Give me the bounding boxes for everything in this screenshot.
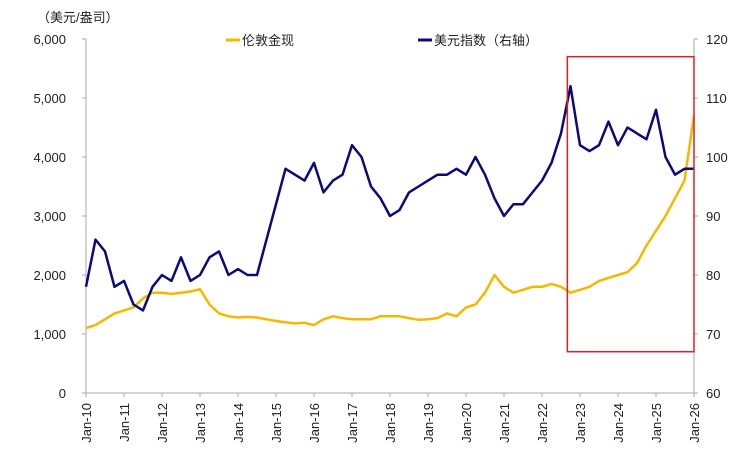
x-tick-label: Jan-14: [231, 403, 246, 443]
left-tick-label: 6,000: [33, 32, 66, 47]
legend-label-gold: 伦敦金现: [242, 33, 294, 48]
x-tick-label: Jan-21: [497, 403, 512, 443]
right-tick-label: 110: [706, 91, 727, 106]
x-tick-label: Jan-13: [193, 403, 208, 443]
x-tick-label: Jan-12: [155, 403, 170, 443]
right-tick-label: 100: [706, 150, 728, 165]
x-tick-label: Jan-17: [345, 403, 360, 443]
x-tick-label: Jan-10: [79, 403, 94, 443]
gold-line: [85, 115, 696, 330]
x-tick-label: Jan-15: [269, 403, 284, 443]
dxy-line: [84, 84, 694, 312]
right-tick-label: 90: [706, 209, 720, 224]
right-tick-label: 70: [706, 327, 720, 342]
x-tick-label: Jan-20: [459, 403, 474, 443]
x-tick-label: Jan-26: [687, 403, 702, 443]
x-tick-label: Jan-25: [649, 403, 664, 443]
x-tick-label: Jan-16: [307, 403, 322, 443]
left-tick-label: 0: [59, 386, 66, 401]
left-tick-label: 2,000: [33, 268, 66, 283]
x-tick-label: Jan-22: [535, 403, 550, 443]
left-tick-label: 5,000: [33, 91, 66, 106]
left-tick-label: 1,000: [33, 327, 66, 342]
legend-label-dxy: 美元指数（右轴）: [434, 33, 538, 48]
x-tick-label: Jan-23: [573, 403, 588, 443]
highlight-box: [566, 55, 695, 353]
x-tick-label: Jan-19: [421, 403, 436, 443]
right-tick-label: 80: [706, 268, 720, 283]
x-tick-label: Jan-11: [117, 403, 132, 442]
right-tick-label: 60: [706, 386, 720, 401]
x-tick-label: Jan-18: [383, 403, 398, 443]
legend: 伦敦金现 美元指数（右轴）: [226, 33, 538, 48]
left-tick-label: 4,000: [33, 150, 66, 165]
right-tick-label: 120: [706, 32, 728, 47]
left-tick-label: 3,000: [33, 209, 66, 224]
x-tick-label: Jan-24: [611, 403, 626, 443]
left-axis-unit-label: （美元/盎司）: [37, 10, 119, 25]
